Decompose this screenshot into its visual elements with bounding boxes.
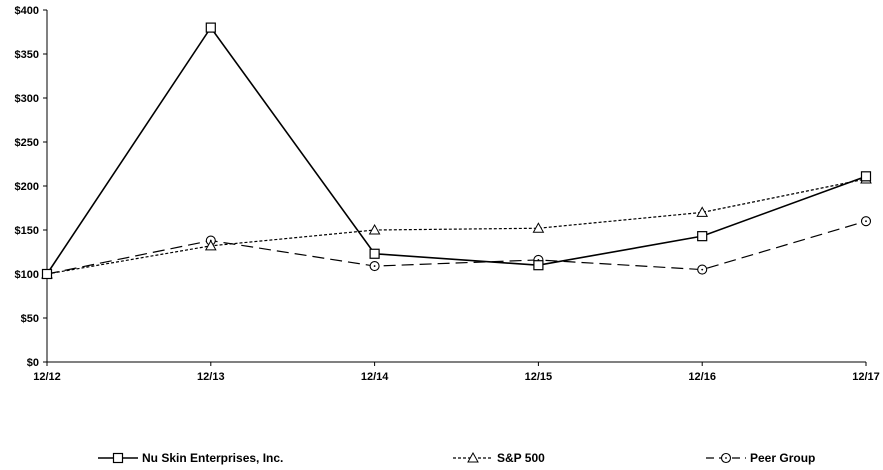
legend-label: Nu Skin Enterprises, Inc. bbox=[142, 451, 283, 465]
data-point bbox=[204, 239, 217, 251]
y-tick-label: $400 bbox=[15, 5, 39, 17]
data-point bbox=[41, 268, 53, 280]
data-point bbox=[696, 206, 709, 217]
y-tick-label: $100 bbox=[15, 269, 39, 281]
legend-item-nu-skin-enterprises-inc: Nu Skin Enterprises, Inc. bbox=[98, 451, 283, 465]
y-tick-label: $250 bbox=[15, 137, 39, 149]
y-tick-label: $300 bbox=[15, 93, 39, 105]
series-line bbox=[46, 178, 867, 275]
legend-item-s-p-500: S&P 500 bbox=[453, 451, 545, 465]
x-axis: 12/12 12/13 12/14 12/15 12/16 12/17 bbox=[33, 361, 880, 383]
series-line bbox=[46, 220, 867, 275]
x-tick-label: 12/12 bbox=[33, 371, 61, 383]
series-nu-skin-enterprises-inc bbox=[41, 22, 872, 280]
x-tick-label: 12/14 bbox=[361, 371, 389, 383]
y-tick-label: $50 bbox=[21, 313, 39, 325]
y-tick-label: $0 bbox=[27, 357, 39, 369]
marker-dot bbox=[865, 220, 867, 223]
data-point bbox=[205, 22, 216, 33]
series-s-p-500 bbox=[41, 172, 872, 279]
data-point bbox=[368, 223, 381, 235]
y-tick-label: $150 bbox=[15, 225, 39, 237]
data-point bbox=[860, 216, 872, 227]
legend-label: Peer Group bbox=[750, 451, 815, 465]
x-tick-label: 12/17 bbox=[852, 371, 880, 383]
legend-label: S&P 500 bbox=[497, 451, 545, 465]
y-tick-label: $200 bbox=[15, 181, 39, 193]
series-layer bbox=[41, 22, 872, 280]
data-point bbox=[860, 171, 872, 182]
x-tick-label: 12/13 bbox=[197, 371, 225, 383]
y-tick-label: $350 bbox=[15, 49, 39, 61]
data-point bbox=[369, 248, 380, 259]
marker-dot bbox=[725, 457, 727, 459]
series-peer-group bbox=[41, 216, 872, 280]
marker-dot bbox=[701, 268, 704, 271]
y-axis: $0 $50 $100 $150 $200 $250 $300 $350 $400 bbox=[15, 5, 48, 369]
x-tick-label: 12/15 bbox=[525, 371, 553, 383]
data-point bbox=[369, 261, 380, 272]
legend: Nu Skin Enterprises, Inc. S&P 500 Peer Gro… bbox=[98, 451, 815, 465]
legend-marker bbox=[112, 452, 124, 464]
legend-item-peer-group: Peer Group bbox=[706, 451, 815, 465]
legend-marker bbox=[467, 451, 479, 463]
data-point bbox=[697, 231, 708, 242]
x-tick-label: 12/16 bbox=[688, 371, 716, 383]
series-line bbox=[46, 26, 867, 275]
legend-marker bbox=[720, 452, 732, 464]
data-point bbox=[533, 260, 544, 271]
marker-dot bbox=[373, 265, 376, 267]
data-point bbox=[532, 222, 545, 233]
data-point bbox=[697, 264, 708, 275]
